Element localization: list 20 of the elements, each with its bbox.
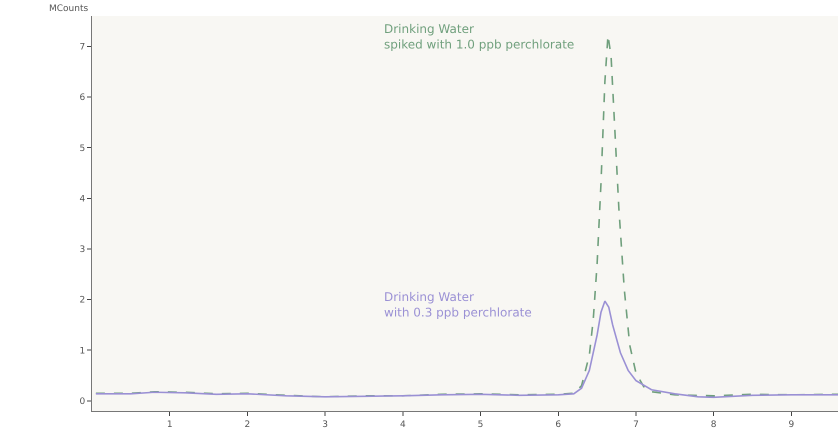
y-tick-label: 7 — [79, 42, 86, 53]
x-tick-label: 1 — [166, 420, 173, 430]
y-tick-label: 2 — [79, 296, 86, 306]
x-tick-label: 7 — [633, 420, 639, 430]
y-tick-label: 5 — [79, 144, 86, 154]
y-tick-label: 1 — [79, 346, 86, 356]
x-tick-label: 8 — [710, 420, 717, 430]
y-tick-label: 3 — [79, 245, 86, 256]
text: Drinking Water spiked with 1.0 ppb perchlorate — [384, 22, 574, 52]
x-tick-label: 5 — [478, 420, 484, 430]
x-tick-label: 6 — [555, 420, 562, 430]
x-tick-label: 4 — [400, 420, 406, 430]
y-tick-label: 4 — [79, 194, 86, 204]
y-axis-title: MCounts — [49, 4, 88, 14]
y-tick-label: 6 — [79, 93, 86, 104]
x-tick-label: 3 — [322, 420, 328, 430]
x-tick-label: 2 — [244, 420, 250, 430]
text: Drinking Water with 0.3 ppb perchlorate — [384, 290, 532, 320]
y-tick-label: 0 — [79, 397, 86, 408]
x-tick-label: 9 — [788, 420, 795, 430]
